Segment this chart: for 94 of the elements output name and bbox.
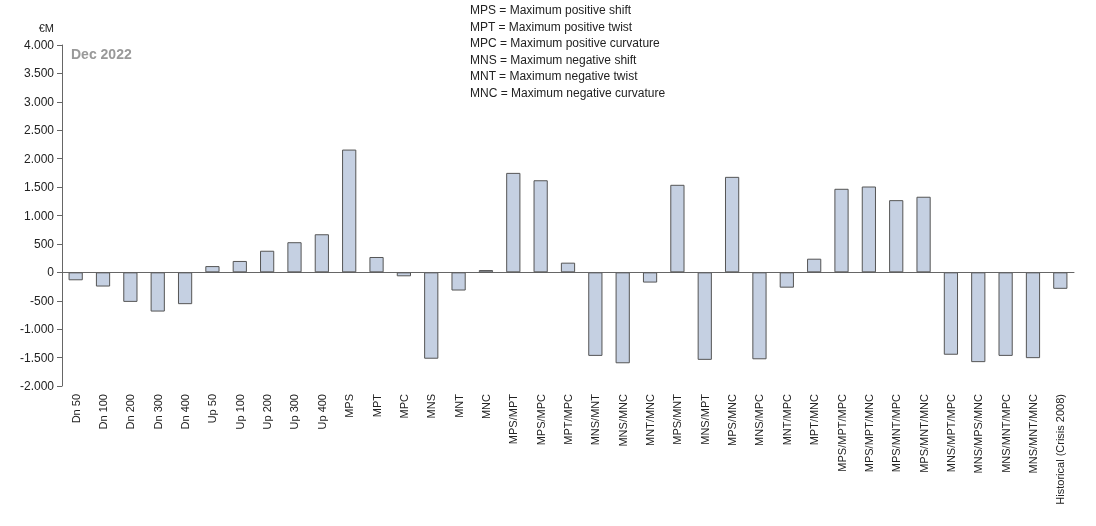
x-tick-label: MPS/MNT/MNC bbox=[917, 393, 930, 473]
bar bbox=[1025, 272, 1041, 359]
x-tick-label: MNT bbox=[452, 393, 465, 418]
x-tick-label: MPT/MPC bbox=[562, 393, 574, 445]
bar bbox=[889, 200, 904, 273]
bar bbox=[943, 272, 959, 355]
x-tick-label: MNS/MNT/MPC bbox=[999, 393, 1012, 473]
x-tick-label: MPC bbox=[397, 393, 410, 419]
x-tick-label: MNT/MPC bbox=[780, 393, 793, 446]
x-tick-label: MPS/MPT/MNC bbox=[862, 393, 875, 473]
x-tick-label: MPS/MPT bbox=[507, 393, 520, 445]
x-tick-label: Up 100 bbox=[233, 394, 246, 430]
bar bbox=[396, 272, 411, 277]
x-tick-label: MNS/MNT/MNC bbox=[1026, 393, 1039, 474]
x-tick-label: Up 400 bbox=[315, 394, 328, 430]
x-tick-label: MPS bbox=[343, 394, 356, 418]
bar bbox=[533, 180, 548, 273]
x-tick-label: MNS/MNC bbox=[616, 393, 629, 447]
y-tick-label: -500 bbox=[29, 293, 55, 308]
bar bbox=[177, 272, 193, 305]
annotation: MNT = Maximum negative twist bbox=[470, 69, 639, 83]
annotation: MNC = Maximum negative curvature bbox=[470, 85, 666, 100]
y-tick-label: 0 bbox=[47, 265, 55, 280]
annotation: MNS = Maximum negative shift bbox=[470, 52, 638, 67]
bar bbox=[95, 272, 111, 287]
bar bbox=[670, 184, 685, 273]
text: MPT = Maximum positive twist bbox=[470, 19, 633, 34]
y-tick-label: 1.000 bbox=[23, 208, 55, 223]
x-tick-label: MPS/MPC bbox=[534, 393, 547, 446]
x-tick-label: MPT bbox=[370, 393, 383, 418]
x-tick-label: MNS/MPC bbox=[753, 393, 766, 446]
x-tick-label: Dn 100 bbox=[97, 394, 110, 430]
y-axis-title: €M bbox=[38, 21, 54, 34]
x-tick-label: MNC bbox=[479, 393, 492, 420]
bar bbox=[1053, 272, 1068, 289]
y-tick-label: 2.000 bbox=[23, 151, 55, 166]
y-tick-label: 3.000 bbox=[23, 94, 55, 109]
bar bbox=[807, 258, 822, 273]
text: MPS = Maximum positive shift bbox=[470, 3, 632, 17]
bar bbox=[697, 272, 712, 360]
bar bbox=[560, 262, 576, 273]
bar bbox=[342, 149, 357, 273]
x-tick-label: MNS/MPS/MNC bbox=[972, 393, 985, 474]
y-tick-label: 2.500 bbox=[23, 123, 55, 138]
bar bbox=[588, 272, 603, 356]
bar bbox=[916, 196, 931, 273]
y-tick-label: -2.000 bbox=[19, 379, 55, 393]
bar bbox=[998, 272, 1013, 356]
x-tick-label: Dn 50 bbox=[69, 394, 82, 424]
x-tick-label: Dn 300 bbox=[151, 394, 164, 430]
bar bbox=[506, 172, 521, 273]
x-tick-label: MPS/MNC bbox=[726, 393, 739, 446]
x-tick-label: MNS/MPT bbox=[698, 393, 711, 445]
x-tick-label: Up 300 bbox=[288, 394, 301, 430]
y-tick-label: -1.500 bbox=[19, 350, 55, 365]
bar bbox=[68, 272, 83, 281]
x-tick-label: MNS/MPT/MPC bbox=[944, 393, 957, 473]
x-tick-label: MNS/MNT bbox=[589, 393, 602, 446]
bar bbox=[971, 272, 986, 363]
bar bbox=[451, 272, 466, 291]
bar bbox=[205, 266, 220, 273]
bar bbox=[725, 176, 740, 273]
bar bbox=[424, 272, 439, 359]
bar bbox=[861, 186, 876, 273]
bar bbox=[834, 188, 849, 273]
bar bbox=[150, 272, 165, 312]
y-tick-label: 3.500 bbox=[23, 66, 55, 81]
x-tick-label: MNT/MNC bbox=[644, 393, 657, 446]
x-tick-label: Historical (Crisis 2008) bbox=[1054, 394, 1067, 505]
x-tick-label: MPS/MNT bbox=[671, 393, 684, 445]
bar bbox=[123, 272, 138, 302]
bar bbox=[260, 250, 275, 273]
y-tick-label: 1.500 bbox=[23, 180, 55, 195]
x-tick-label: Up 200 bbox=[261, 394, 274, 430]
y-tick-label: -1.000 bbox=[19, 322, 55, 337]
bar bbox=[369, 256, 384, 273]
bar bbox=[287, 242, 302, 273]
x-tick-label: MNS bbox=[425, 394, 438, 419]
bar bbox=[779, 272, 794, 288]
x-tick-label: Dn 400 bbox=[179, 394, 192, 430]
x-tick-label: Dn 200 bbox=[124, 394, 137, 430]
x-tick-label: MPT/MNC bbox=[808, 393, 821, 446]
x-tick-label: MPS/MNT/MPC bbox=[890, 393, 903, 473]
x-tick-label: MPS/MPT/MPC bbox=[835, 393, 848, 472]
bar bbox=[232, 260, 247, 273]
x-tick-label: Up 50 bbox=[206, 394, 219, 424]
annotation: MPC = Maximum positive curvature bbox=[470, 36, 661, 50]
y-tick-label: 4.000 bbox=[23, 38, 55, 52]
annotation: Dec 2022 bbox=[71, 46, 132, 62]
bar bbox=[752, 272, 767, 360]
y-tick-label: 500 bbox=[33, 236, 55, 251]
bar bbox=[314, 234, 329, 273]
bar bbox=[642, 272, 658, 283]
bar bbox=[615, 272, 630, 364]
